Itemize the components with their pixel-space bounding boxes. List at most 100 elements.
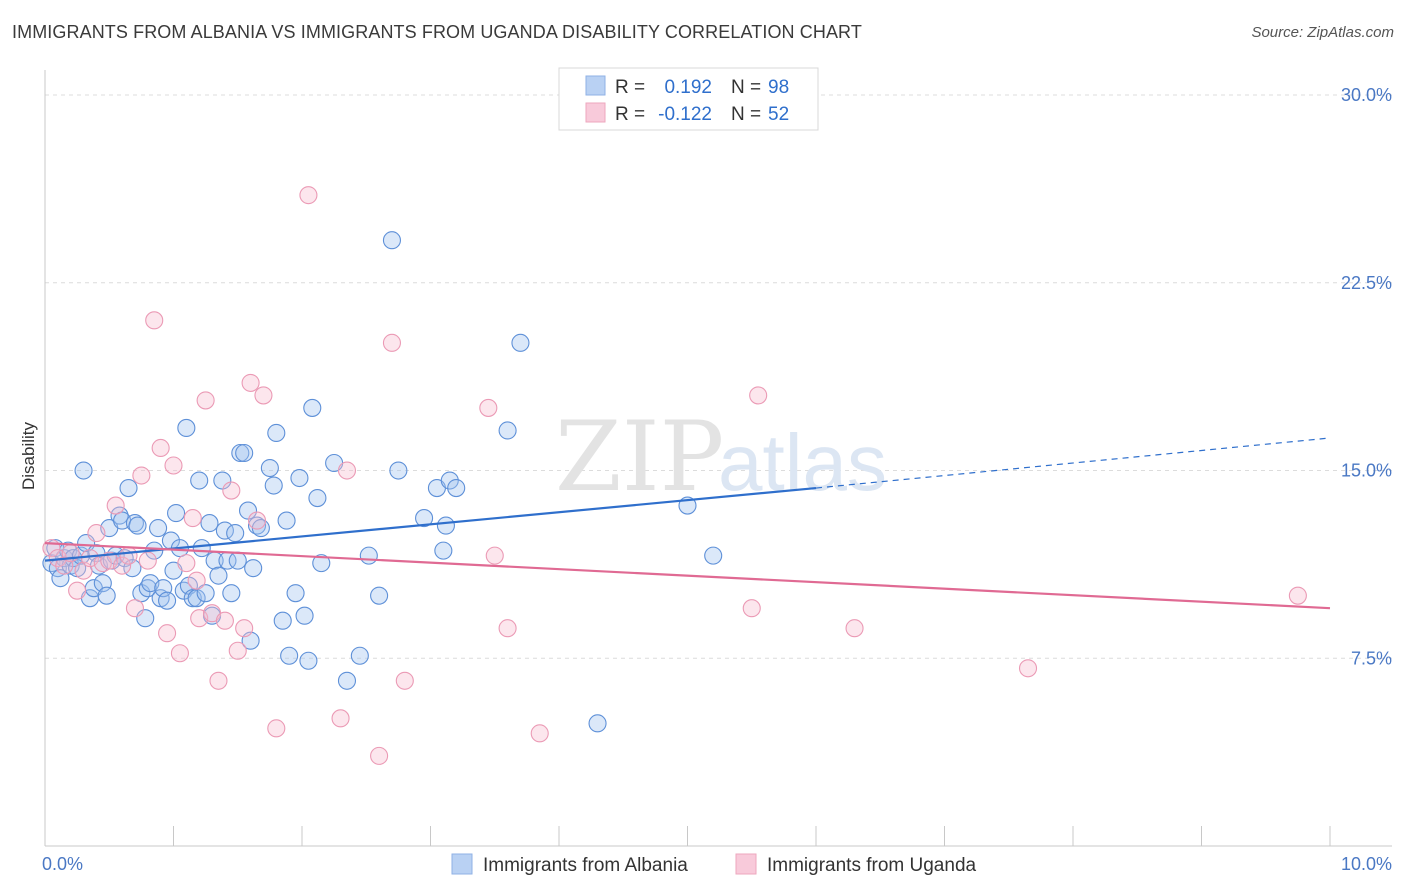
- chart-title: IMMIGRANTS FROM ALBANIA VS IMMIGRANTS FR…: [12, 22, 862, 42]
- albania-point-54: [215, 521, 234, 540]
- albania-point-49: [200, 514, 219, 533]
- uganda-point-38: [337, 461, 357, 480]
- trend-lines: [44, 437, 1331, 610]
- albania-point-91: [447, 478, 466, 498]
- y-tick-label-0: 7.5%: [1351, 648, 1392, 668]
- albania-point-26: [125, 514, 144, 533]
- watermark-zip: ZIP: [555, 401, 724, 513]
- uganda-point-32: [241, 373, 260, 392]
- albania-point-70: [277, 511, 296, 530]
- uganda-point-31: [235, 619, 254, 638]
- bottom-legend-label-albania: Immigrants from Albania: [483, 855, 688, 876]
- albania-point-88: [434, 541, 453, 560]
- y-tick-label-3: 30.0%: [1341, 85, 1392, 105]
- uganda-point-37: [331, 709, 350, 728]
- uganda-point-17: [151, 438, 170, 458]
- legend-swatch-uganda: [585, 102, 606, 123]
- uganda-point-43: [485, 546, 504, 565]
- albania-point-85: [389, 461, 408, 480]
- uganda-point-18: [158, 624, 177, 643]
- albania-point-33: [149, 519, 168, 538]
- albania-point-84: [382, 231, 402, 250]
- legend-r-label-2: R =: [615, 104, 645, 125]
- albania-point-74: [295, 606, 314, 625]
- albania-point-21: [110, 506, 129, 525]
- watermark: ZIP atlas: [555, 401, 887, 513]
- albania-point-58: [228, 551, 247, 570]
- uganda-point-23: [187, 571, 206, 590]
- albania-point-82: [359, 546, 378, 565]
- legend-r-value-1: 0.192: [664, 77, 712, 98]
- albania-point-83: [370, 586, 389, 605]
- albania-point-61: [238, 501, 258, 520]
- legend-n-value-1: 98: [768, 77, 789, 98]
- axes: [44, 70, 1392, 847]
- legend-n-label-2: N =: [731, 104, 761, 125]
- uganda-point-35: [267, 719, 286, 738]
- series-legend: Immigrants from Albania Immigrants from …: [451, 853, 977, 876]
- albania-point-56: [222, 584, 241, 603]
- uganda-point-49: [1018, 659, 1038, 678]
- uganda-point-12: [119, 546, 138, 565]
- y-tick-label-1: 15.0%: [1341, 461, 1392, 481]
- uganda-point-44: [498, 619, 517, 638]
- uganda-point-16: [145, 311, 164, 330]
- albania-point-75: [299, 651, 318, 670]
- albania-point-69: [273, 611, 292, 630]
- uganda-point-15: [138, 551, 157, 570]
- correlation-legend: R = 0.192 N = 98 R = -0.122 N = 52: [558, 67, 819, 131]
- uganda-point-30: [228, 641, 247, 660]
- albania-point-96: [704, 546, 723, 565]
- y-axis-title: Disability: [19, 421, 38, 490]
- albania-point-36: [158, 591, 177, 610]
- albania-point-53: [213, 471, 232, 490]
- albania-point-77: [308, 489, 327, 508]
- albania-point-81: [350, 646, 369, 665]
- albania-trend-extension: [815, 437, 1331, 489]
- legend-n-value-2: 52: [768, 104, 789, 125]
- x-tick-label-1: 10.0%: [1341, 854, 1392, 874]
- uganda-point-36: [299, 186, 318, 205]
- uganda-point-48: [845, 619, 864, 638]
- uganda-point-25: [196, 391, 215, 410]
- albania-point-24: [119, 478, 138, 498]
- uganda-point-27: [209, 671, 228, 690]
- bottom-legend-label-uganda: Immigrants from Uganda: [767, 855, 977, 876]
- albania-point-27: [128, 516, 147, 535]
- albania-point-73: [290, 468, 309, 488]
- albania-point-52: [209, 566, 228, 585]
- albania-point-59: [231, 443, 250, 463]
- tick-labels: 7.5% 15.0% 22.5% 30.0% 0.0% 10.0%: [42, 85, 1392, 874]
- uganda-point-13: [125, 599, 144, 618]
- legend-r-label-1: R =: [615, 77, 645, 98]
- uganda-trend-line: [44, 542, 1331, 610]
- albania-point-57: [226, 524, 245, 543]
- bottom-legend-swatch-albania: [451, 853, 473, 875]
- albania-point-76: [303, 398, 322, 417]
- albania-point-17: [97, 586, 116, 605]
- gridlines: [45, 94, 1392, 659]
- albania-point-66: [260, 458, 279, 478]
- chart-source: Source: ZipAtlas.com: [1251, 24, 1394, 41]
- albania-point-94: [588, 714, 607, 733]
- albania-point-90: [440, 471, 459, 490]
- uganda-point-45: [530, 724, 549, 743]
- albania-point-67: [264, 476, 283, 495]
- uganda-point-22: [183, 509, 202, 528]
- uganda-point-20: [170, 644, 189, 663]
- legend-n-label-1: N =: [731, 77, 761, 98]
- watermark-atlas: atlas: [718, 418, 887, 507]
- albania-point-39: [167, 504, 186, 523]
- albania-point-92: [498, 421, 517, 440]
- uganda-point-39: [370, 746, 389, 765]
- uganda-point-21: [177, 554, 196, 573]
- uganda-point-19: [164, 456, 183, 475]
- albania-point-30: [138, 579, 157, 598]
- uganda-point-11: [113, 556, 132, 575]
- x-tick-label-0: 0.0%: [42, 854, 83, 874]
- albania-point-48: [196, 584, 215, 603]
- uganda-point-28: [215, 611, 234, 630]
- uganda-point-50: [1288, 586, 1307, 605]
- uganda-point-14: [132, 466, 151, 485]
